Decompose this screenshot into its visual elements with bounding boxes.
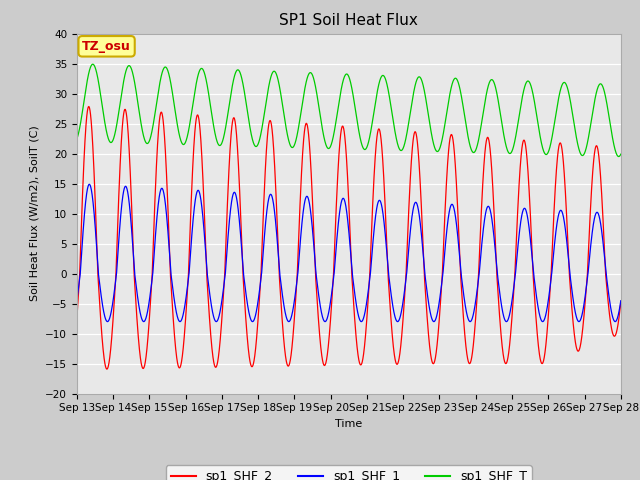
sp1_SHF_T (502, 141, 509, 146)
sp1_SHF_T (616, 152, 624, 158)
Line: sp1_SHF_T: sp1_SHF_T (77, 64, 621, 156)
sp1_SHF_1 (502, 318, 509, 324)
X-axis label: Time: Time (335, 419, 362, 429)
sp1_SHF_2 (103, 366, 111, 372)
sp1_SHF_T (615, 154, 623, 159)
sp1_SHF_T (471, 149, 479, 155)
sp1_SHF_1 (329, 284, 337, 290)
sp1_SHF_T (171, 105, 179, 110)
sp1_SHF_1 (441, 250, 449, 255)
sp1_SHF_T (441, 123, 449, 129)
sp1_SHF_1 (85, 181, 93, 187)
sp1_SHF_T (617, 151, 625, 157)
sp1_SHF_1 (617, 298, 625, 303)
Text: TZ_osu: TZ_osu (82, 40, 131, 53)
sp1_SHF_1 (471, 304, 479, 310)
Title: SP1 Soil Heat Flux: SP1 Soil Heat Flux (280, 13, 418, 28)
sp1_SHF_2 (471, 326, 479, 332)
Line: sp1_SHF_1: sp1_SHF_1 (77, 184, 621, 322)
sp1_SHF_1 (171, 300, 179, 305)
Line: sp1_SHF_2: sp1_SHF_2 (77, 107, 621, 369)
sp1_SHF_1 (616, 301, 624, 307)
sp1_SHF_2 (441, 215, 449, 221)
sp1_SHF_T (73, 136, 81, 142)
Y-axis label: Soil Heat Flux (W/m2), SoilT (C): Soil Heat Flux (W/m2), SoilT (C) (29, 126, 40, 301)
sp1_SHF_2 (85, 104, 93, 109)
Legend: sp1_SHF_2, sp1_SHF_1, sp1_SHF_T: sp1_SHF_2, sp1_SHF_1, sp1_SHF_T (166, 465, 532, 480)
sp1_SHF_2 (616, 304, 624, 310)
sp1_SHF_2 (171, 336, 179, 342)
sp1_SHF_1 (73, 298, 81, 303)
sp1_SHF_1 (358, 319, 365, 324)
sp1_SHF_2 (329, 286, 337, 291)
sp1_SHF_2 (502, 360, 509, 366)
sp1_SHF_T (329, 137, 337, 143)
sp1_SHF_2 (73, 317, 81, 323)
sp1_SHF_T (89, 61, 97, 67)
sp1_SHF_2 (617, 300, 625, 305)
